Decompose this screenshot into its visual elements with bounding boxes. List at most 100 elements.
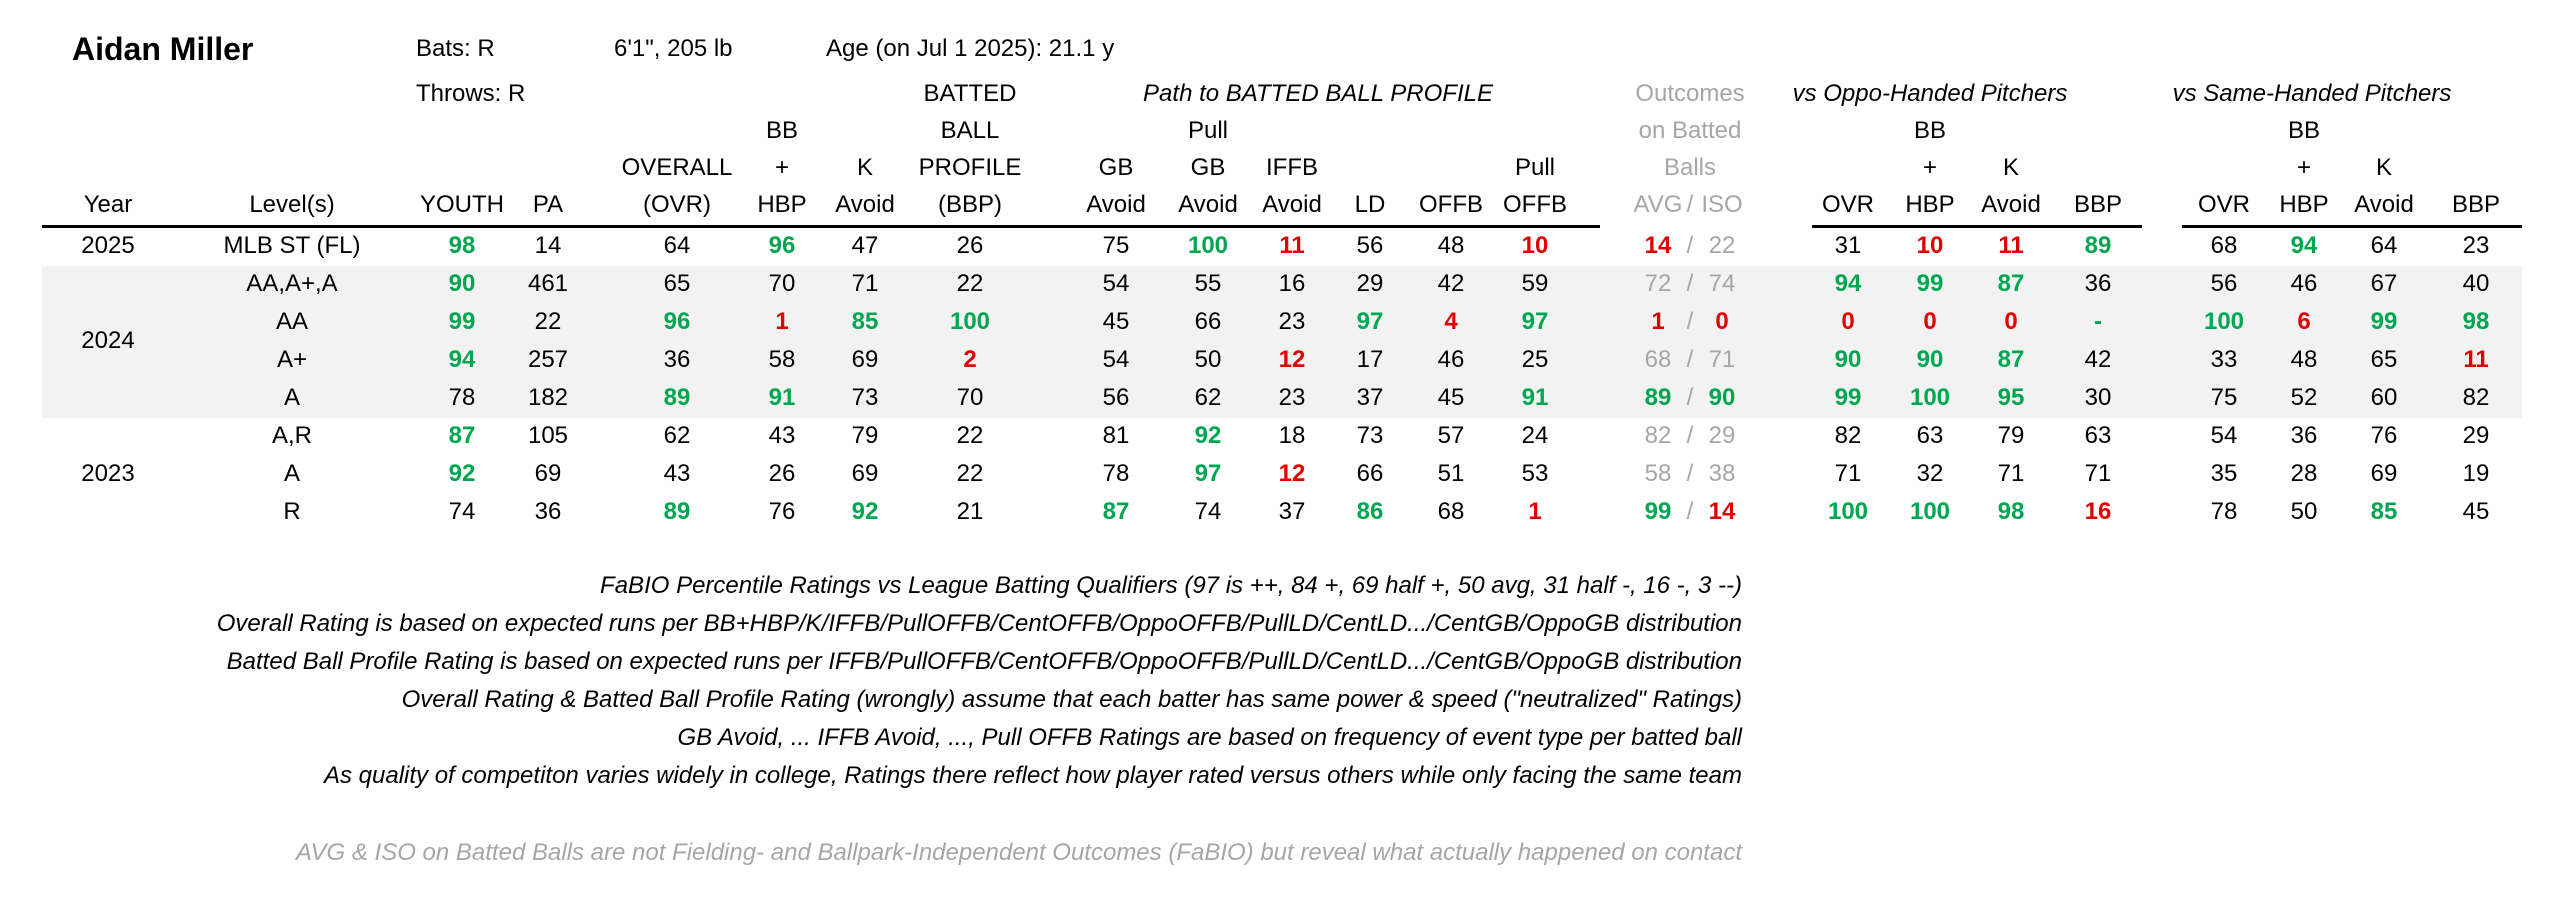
cell-o_bbp: 71 [2084, 460, 2112, 487]
cell-s_bb: 46 [2290, 270, 2318, 297]
cell-s_bbp: 45 [2462, 498, 2490, 525]
cell-s_ovr: 54 [2210, 422, 2238, 449]
year-cell: 2024 [81, 327, 135, 354]
cell-ld: 86 [1356, 498, 1384, 525]
cell-kavoid: 47 [851, 232, 879, 259]
cell-pulloffb: 1 [1528, 498, 1542, 525]
cell-ovr: 96 [663, 308, 691, 335]
cell-iso: 74 [1708, 270, 1736, 297]
cell-s_bbp: 11 [2463, 346, 2489, 373]
cell-o_bbp: 30 [2084, 384, 2112, 411]
outcomes-header-line2: on Batted [1638, 117, 1742, 144]
cell-iso: 22 [1708, 232, 1736, 259]
col-header-avgiso: AVG [1633, 191, 1683, 218]
row-band-2024 [42, 266, 2522, 418]
cell-bbp: 2 [963, 346, 977, 373]
col-header-o_bb: + [1922, 154, 1938, 181]
cell-kavoid: 85 [851, 308, 879, 335]
cell-offb: 51 [1437, 460, 1465, 487]
level-cell: A,R [271, 422, 313, 449]
cell-o_k: 0 [2004, 308, 2018, 335]
cell-pa: 36 [534, 498, 562, 525]
cell-offb: 42 [1437, 270, 1465, 297]
col-header-gbavoid: GB [1098, 154, 1134, 181]
cell-o_ovr: 71 [1834, 460, 1862, 487]
cell-s_bb: 28 [2290, 460, 2318, 487]
cell-o_k: 87 [1997, 270, 2025, 297]
col-header-o_bb: BB [1913, 117, 1947, 144]
col-header-o_k: Avoid [1981, 191, 2041, 218]
level-cell: A [283, 460, 301, 487]
cell-bbp: 22 [956, 422, 984, 449]
oppo-group-header: vs Oppo-Handed Pitchers [1792, 80, 2068, 107]
cell-ld: 97 [1356, 308, 1384, 335]
header-rule-main [42, 225, 1600, 228]
cell-s_ovr: 68 [2210, 232, 2238, 259]
cell-youth: 98 [448, 232, 476, 259]
cell-o_bbp: - [2094, 308, 2102, 335]
cell-gbavoid: 54 [1102, 346, 1130, 373]
cell-ovr: 62 [663, 422, 691, 449]
cell-gbavoid: 75 [1102, 232, 1130, 259]
cell-ovr: 43 [663, 460, 691, 487]
cell-o_bbp: 63 [2084, 422, 2112, 449]
outcomes-header-line1: Outcomes [1635, 80, 1745, 107]
cell-bbp: 70 [956, 384, 984, 411]
cell-s_bb: 6 [2297, 308, 2311, 335]
cell-ovr: 64 [663, 232, 691, 259]
cell-avg: 58 [1644, 460, 1672, 487]
level-cell: R [283, 498, 301, 525]
cell-iso: 14 [1708, 498, 1736, 525]
cell-kavoid: 92 [851, 498, 879, 525]
cell-s_bbp: 82 [2462, 384, 2490, 411]
cell-o_bb: 32 [1916, 460, 1944, 487]
cell-bbp: 100 [949, 308, 991, 335]
cell-s_k: 99 [2370, 308, 2398, 335]
col-header-pullgb: Pull [1187, 117, 1229, 144]
year-cell: 2025 [81, 232, 135, 259]
col-header-youth: YOUTH [420, 191, 504, 218]
col-header-ovr: (OVR) [643, 191, 711, 218]
cell-o_bb: 100 [1909, 498, 1951, 525]
cell-ld: 37 [1356, 384, 1384, 411]
cell-s_bbp: 29 [2462, 422, 2490, 449]
age-label: Age (on Jul 1 2025): 21.1 y [826, 35, 1115, 62]
cell-pulloffb: 10 [1521, 232, 1549, 259]
cell-ld: 29 [1356, 270, 1384, 297]
cell-avg: 1 [1651, 308, 1665, 335]
cell-youth: 74 [448, 498, 476, 525]
cell-bbhbp: 26 [768, 460, 796, 487]
col-header-s_ovr: OVR [2197, 191, 2251, 218]
cell-pulloffb: 91 [1521, 384, 1549, 411]
cell-s_bb: 36 [2290, 422, 2318, 449]
cell-s_bbp: 98 [2462, 308, 2490, 335]
cell-pullgb: 74 [1194, 498, 1222, 525]
col-header-pulloffb: OFFB [1503, 191, 1567, 218]
col-header-s_k: K [2375, 154, 2393, 181]
cell-o_k: 95 [1997, 384, 2025, 411]
note-neutralized: Overall Rating & Batted Ball Profile Rat… [401, 686, 1742, 713]
cell-o_bb: 100 [1909, 384, 1951, 411]
cell-pullgb: 62 [1194, 384, 1222, 411]
col-header-bbhbp: + [774, 154, 790, 181]
cell-s_k: 64 [2370, 232, 2398, 259]
cell-gbavoid: 81 [1102, 422, 1130, 449]
cell-o_ovr: 31 [1834, 232, 1862, 259]
cell-avg-iso-separator: / [1686, 232, 1694, 259]
cell-gbavoid: 54 [1102, 270, 1130, 297]
cell-s_bb: 50 [2290, 498, 2318, 525]
cell-pa: 257 [527, 346, 569, 373]
col-header-offb: OFFB [1419, 191, 1483, 218]
cell-s_ovr: 75 [2210, 384, 2238, 411]
cell-iffb: 11 [1279, 232, 1305, 259]
col-header-pullgb: Avoid [1178, 191, 1238, 218]
cell-s_k: 60 [2370, 384, 2398, 411]
cell-iffb: 12 [1278, 346, 1306, 373]
cell-ovr: 65 [663, 270, 691, 297]
cell-o_k: 87 [1997, 346, 2025, 373]
outcomes-header-line3: Balls [1663, 154, 1717, 181]
cell-ovr: 89 [663, 384, 691, 411]
cell-o_k: 71 [1997, 460, 2025, 487]
col-header-avgiso: / [1686, 191, 1694, 218]
cell-bbp: 26 [956, 232, 984, 259]
